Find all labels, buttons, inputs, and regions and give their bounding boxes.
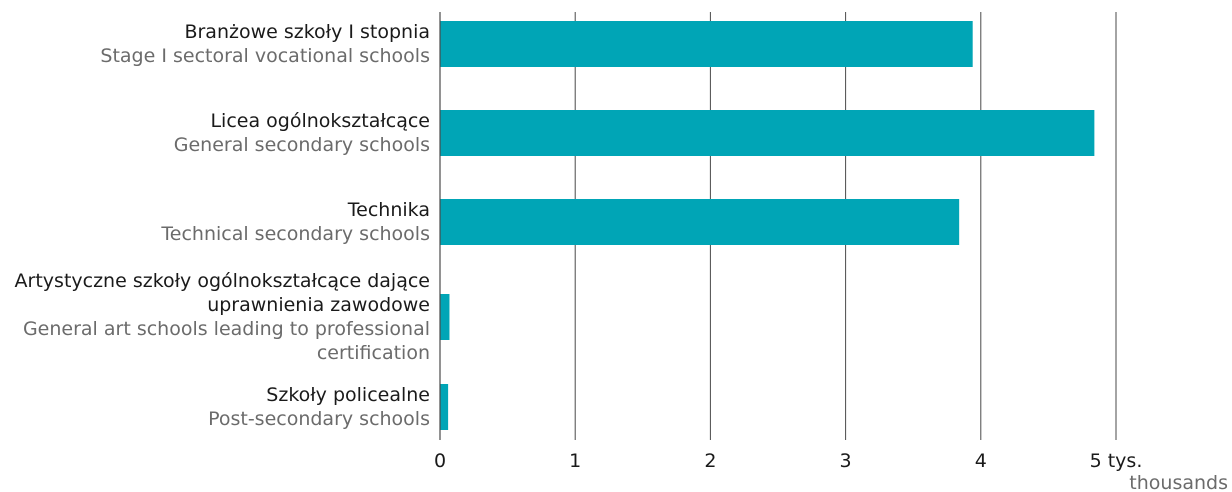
x-tick-label: 2 <box>704 450 716 472</box>
category-label-en: Stage I sectoral vocational schools <box>100 45 430 67</box>
category-label-pl: Branżowe szkoły I stopnia <box>184 21 430 43</box>
category-label-en: General art schools leading to professio… <box>23 318 430 340</box>
x-axis-ticks: 0 1 2 3 4 5 tys.thousands <box>434 450 1228 492</box>
category-label-pl: Artystyczne szkoły ogólnokształcące dają… <box>15 270 430 292</box>
x-tick-label: 1 <box>569 450 581 472</box>
x-tick-label: 0 <box>434 450 446 472</box>
x-tick-label: 5 tys. <box>1090 450 1143 472</box>
category-label-pl: Technika <box>347 199 430 221</box>
bar <box>440 294 450 340</box>
bar <box>440 110 1095 156</box>
bar <box>440 199 960 245</box>
category-label-en: General secondary schools <box>174 134 430 156</box>
category-label-en: certification <box>317 342 430 364</box>
x-unit-label-en: thousands <box>1129 472 1228 492</box>
category-label-pl: Licea ogólnokształcące <box>210 110 430 132</box>
x-tick-label: 4 <box>975 450 987 472</box>
category-label-en: Post-secondary schools <box>208 408 430 430</box>
bars <box>440 21 1095 430</box>
bar <box>440 21 973 67</box>
category-label-pl: Szkoły policealne <box>266 384 430 406</box>
category-label-pl: uprawnienia zawodowe <box>207 294 430 316</box>
category-label-en: Technical secondary schools <box>160 223 430 245</box>
x-tick-label: 3 <box>840 450 852 472</box>
bar <box>440 384 449 430</box>
